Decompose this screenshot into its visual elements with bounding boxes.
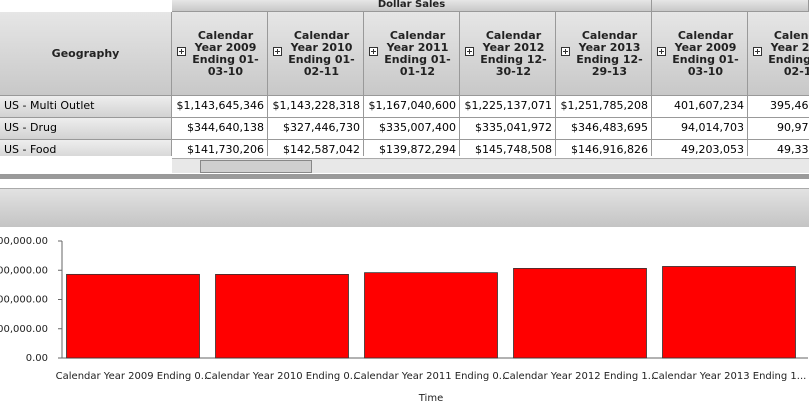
expand-icon[interactable]: [177, 47, 186, 56]
bar: [513, 268, 647, 359]
pivot-table: Dollar Sales Geography Calendar Year 2009 …: [0, 0, 809, 156]
cell: $1,167,040,600: [364, 96, 460, 118]
column-header-label: Calendar Year 2010 Ending 01-02-11: [288, 28, 355, 78]
scroll-thumb[interactable]: [200, 160, 312, 173]
bar: [66, 273, 200, 359]
cell: $1,143,645,346: [172, 96, 268, 118]
x-tick-label: Calendar Year 2011 Ending 0...: [354, 371, 509, 382]
cell: $139,872,294: [364, 140, 460, 156]
expand-icon[interactable]: [657, 47, 666, 56]
expand-icon[interactable]: [369, 47, 378, 56]
chart-panel-header: [0, 188, 809, 227]
y-tick-label: 0.00: [26, 353, 48, 364]
expand-icon[interactable]: [753, 47, 762, 56]
y-tick-label: 1,600,000,000.00: [0, 236, 48, 247]
splitter[interactable]: [0, 174, 809, 179]
cell: 395,460,401: [748, 96, 809, 118]
cell: 94,014,703: [652, 118, 748, 140]
row-header: US - Multi Outlet: [0, 96, 172, 118]
cell: $1,143,228,318: [268, 96, 364, 118]
cell: $327,446,730: [268, 118, 364, 140]
horizontal-scrollbar[interactable]: [172, 158, 809, 173]
bar: [215, 274, 349, 359]
column-header-label: Calendar Year 2011 Ending 01-01-12: [384, 28, 451, 78]
expand-icon[interactable]: [465, 47, 474, 56]
column-header-label: Calendar Year 2010 Ending 01-02-11: [768, 28, 809, 78]
x-axis-title: Time: [418, 393, 443, 404]
expand-icon[interactable]: [273, 47, 282, 56]
x-tick-label: Calendar Year 2013 Ending 1...: [652, 371, 807, 382]
cell: $141,730,206: [172, 140, 268, 156]
cell: 49,203,053: [652, 140, 748, 156]
cell: $335,041,972: [460, 118, 556, 140]
y-tick-label: 1,200,000,000.00: [0, 265, 48, 276]
cell: $335,007,400: [364, 118, 460, 140]
cell: 401,607,234: [652, 96, 748, 118]
x-tick-label: Calendar Year 2012 Ending 1...: [503, 371, 658, 382]
cell: 90,975,476: [748, 118, 809, 140]
cell: $146,916,826: [556, 140, 652, 156]
column-header[interactable]: Calendar Year 2012 Ending 12-30-12: [460, 12, 556, 96]
bar: [662, 266, 796, 359]
column-header[interactable]: Calendar Year 2010 Ending 01-02-11: [748, 12, 809, 96]
cell: $344,640,138: [172, 118, 268, 140]
cell: $1,225,137,071: [460, 96, 556, 118]
cell: $1,251,785,208: [556, 96, 652, 118]
row-header: US - Drug: [0, 118, 172, 140]
column-header[interactable]: Calendar Year 2010 Ending 01-02-11: [268, 12, 364, 96]
column-header-label: Calendar Year 2013 Ending 12-29-13: [576, 28, 643, 78]
expand-icon[interactable]: [561, 47, 570, 56]
x-tick-label: Calendar Year 2010 Ending 0...: [205, 371, 360, 382]
column-header[interactable]: Calendar Year 2009 Ending 01-03-10: [652, 12, 748, 96]
column-header-label: Calendar Year 2009 Ending 01-03-10: [672, 28, 739, 78]
row-header: US - Food: [0, 140, 172, 156]
cell: 49,335,955: [748, 140, 809, 156]
y-tick-label: 400,000,000.00: [0, 324, 48, 335]
column-header[interactable]: Calendar Year 2009 Ending 01-03-10: [172, 12, 268, 96]
column-header[interactable]: Calendar Year 2013 Ending 12-29-13: [556, 12, 652, 96]
corner-header: Geography: [0, 12, 172, 96]
x-tick-label: Calendar Year 2009 Ending 0...: [56, 371, 211, 382]
column-header[interactable]: Calendar Year 2011 Ending 01-01-12: [364, 12, 460, 96]
group-header: Dollar Sales: [172, 0, 652, 12]
bar: [364, 272, 498, 359]
cell: $145,748,508: [460, 140, 556, 156]
column-header-label: Calendar Year 2009 Ending 01-03-10: [192, 28, 259, 78]
cell: $142,587,042: [268, 140, 364, 156]
column-header-label: Calendar Year 2012 Ending 12-30-12: [480, 28, 547, 78]
cell: $346,483,695: [556, 118, 652, 140]
y-tick-label: 800,000,000.00: [0, 295, 48, 306]
